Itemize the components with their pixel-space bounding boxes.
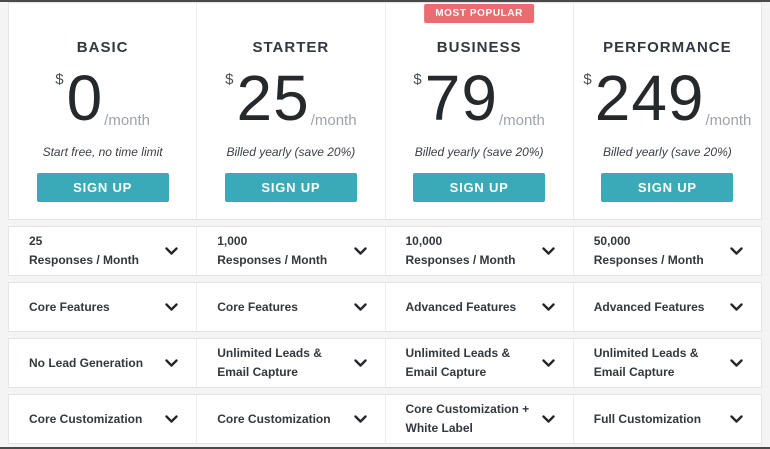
most-popular-badge: MOST POPULAR bbox=[424, 4, 535, 23]
feature-cell[interactable]: Core Customization bbox=[9, 395, 198, 443]
chevron-down-icon[interactable] bbox=[542, 358, 555, 368]
plan-card-basic: BASIC $ 0 /month Start free, no time lim… bbox=[9, 3, 198, 219]
feature-label: Core Customization bbox=[217, 411, 331, 426]
feature-row-leads: No Lead Generation Unlimited Leads & Ema… bbox=[8, 338, 762, 388]
plan-card-starter: STARTER $ 25 /month Billed yearly (save … bbox=[197, 3, 386, 219]
signup-button-business[interactable]: SIGN UP bbox=[413, 173, 546, 202]
chevron-down-icon[interactable] bbox=[542, 302, 555, 312]
feature-label: 10,000 Responses / Month bbox=[405, 234, 516, 267]
chevron-down-icon[interactable] bbox=[730, 246, 743, 256]
price-amount: 79 bbox=[424, 62, 498, 134]
feature-label: Full Customization bbox=[593, 411, 702, 426]
feature-label: Advanced Features bbox=[593, 299, 705, 314]
feature-cell[interactable]: Full Customization bbox=[574, 395, 761, 443]
chevron-down-icon[interactable] bbox=[165, 302, 178, 312]
feature-cell[interactable]: No Lead Generation bbox=[9, 339, 198, 387]
feature-cell[interactable]: 10,000 Responses / Month bbox=[386, 227, 574, 275]
chevron-down-icon[interactable] bbox=[165, 414, 178, 424]
feature-cell[interactable]: Core Customization bbox=[197, 395, 386, 443]
plan-price: $ 249 /month bbox=[574, 66, 761, 136]
chevron-down-icon[interactable] bbox=[165, 246, 178, 256]
chevron-down-icon[interactable] bbox=[730, 358, 743, 368]
plan-tagline: Billed yearly (save 20%) bbox=[414, 145, 544, 159]
feature-cell[interactable]: 25 Responses / Month bbox=[9, 227, 198, 275]
plan-price: $ 79 /month bbox=[386, 66, 573, 136]
signup-button-performance[interactable]: SIGN UP bbox=[601, 173, 734, 202]
feature-label: Core Features bbox=[217, 299, 298, 314]
plans-header: BASIC $ 0 /month Start free, no time lim… bbox=[8, 2, 762, 220]
currency-symbol: $ bbox=[413, 71, 422, 88]
feature-cell[interactable]: Core Features bbox=[9, 283, 198, 331]
feature-label: Unlimited Leads & Email Capture bbox=[405, 346, 511, 379]
chevron-down-icon[interactable] bbox=[165, 358, 178, 368]
chevron-down-icon[interactable] bbox=[730, 414, 743, 424]
chevron-down-icon[interactable] bbox=[542, 414, 555, 424]
plan-name: BASIC bbox=[76, 39, 129, 56]
price-amount: 25 bbox=[236, 62, 310, 134]
plan-name: STARTER bbox=[252, 39, 330, 56]
feature-label: Unlimited Leads & Email Capture bbox=[593, 346, 699, 379]
feature-cell[interactable]: 1,000 Responses / Month bbox=[197, 227, 386, 275]
feature-cell[interactable]: 50,000 Responses / Month bbox=[574, 227, 761, 275]
chevron-down-icon[interactable] bbox=[353, 246, 367, 256]
plan-price: $ 0 /month bbox=[9, 66, 196, 136]
chevron-down-icon[interactable] bbox=[353, 302, 367, 312]
feature-cell[interactable]: Core Features bbox=[197, 283, 386, 331]
feature-label: 50,000 Responses / Month bbox=[593, 234, 704, 267]
chevron-down-icon[interactable] bbox=[353, 358, 367, 368]
feature-row-customization: Core Customization Core Customization Co… bbox=[8, 394, 762, 444]
feature-label: Core Features bbox=[29, 299, 110, 314]
currency-symbol: $ bbox=[55, 71, 64, 88]
feature-cell[interactable]: Advanced Features bbox=[574, 283, 761, 331]
chevron-down-icon[interactable] bbox=[730, 302, 743, 312]
price-period: /month bbox=[705, 112, 752, 129]
feature-cell[interactable]: Unlimited Leads & Email Capture bbox=[386, 339, 574, 387]
plan-name: BUSINESS bbox=[436, 39, 522, 56]
feature-row-responses: 25 Responses / Month 1,000 Responses / M… bbox=[8, 226, 762, 276]
price-period: /month bbox=[498, 112, 545, 129]
feature-label: 1,000 Responses / Month bbox=[217, 234, 328, 267]
currency-symbol: $ bbox=[225, 71, 234, 88]
signup-button-starter[interactable]: SIGN UP bbox=[224, 173, 357, 202]
plan-tagline: Billed yearly (save 20%) bbox=[226, 145, 356, 159]
plan-name: PERFORMANCE bbox=[603, 39, 732, 56]
feature-row-features: Core Features Core Features Advanced Fea… bbox=[8, 282, 762, 332]
feature-label: Advanced Features bbox=[405, 299, 517, 314]
feature-label: Core Customization bbox=[29, 411, 143, 426]
plan-card-business: MOST POPULAR BUSINESS $ 79 /month Billed… bbox=[386, 3, 574, 219]
price-amount: 0 bbox=[66, 62, 104, 134]
chevron-down-icon[interactable] bbox=[353, 414, 367, 424]
feature-label: Core Customization + White Label bbox=[405, 402, 530, 435]
price-period: /month bbox=[104, 112, 151, 129]
feature-cell[interactable]: Unlimited Leads & Email Capture bbox=[574, 339, 761, 387]
feature-label: No Lead Generation bbox=[29, 355, 144, 370]
plan-price: $ 25 /month bbox=[197, 66, 384, 136]
currency-symbol: $ bbox=[583, 71, 592, 88]
chevron-down-icon[interactable] bbox=[542, 246, 555, 256]
feature-label: 25 Responses / Month bbox=[29, 234, 140, 267]
price-period: /month bbox=[310, 112, 357, 129]
plan-tagline: Start free, no time limit bbox=[42, 145, 163, 159]
feature-cell[interactable]: Core Customization + White Label bbox=[386, 395, 574, 443]
feature-cell[interactable]: Advanced Features bbox=[386, 283, 574, 331]
feature-label: Unlimited Leads & Email Capture bbox=[217, 346, 322, 379]
feature-cell[interactable]: Unlimited Leads & Email Capture bbox=[197, 339, 386, 387]
price-amount: 249 bbox=[594, 62, 705, 134]
plan-card-performance: PERFORMANCE $ 249 /month Billed yearly (… bbox=[574, 3, 761, 219]
signup-button-basic[interactable]: SIGN UP bbox=[36, 173, 169, 202]
plan-tagline: Billed yearly (save 20%) bbox=[603, 145, 732, 159]
